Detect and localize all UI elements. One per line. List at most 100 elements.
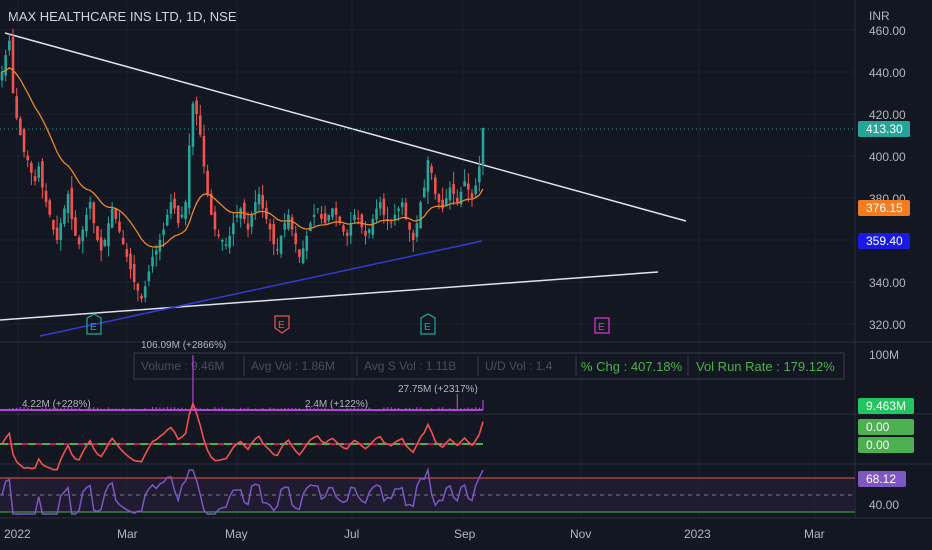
earnings-marker-1[interactable]: E — [86, 313, 102, 335]
candle-body — [37, 166, 41, 178]
candle-body — [382, 198, 386, 215]
candle-body — [305, 235, 309, 251]
time-label: Nov — [570, 527, 591, 541]
candle-body — [452, 184, 455, 194]
candle-body — [250, 214, 253, 227]
candle-body — [393, 214, 397, 221]
candle-body — [309, 223, 312, 232]
candle-body — [386, 219, 389, 221]
candle-body — [371, 219, 375, 235]
candle-body — [356, 217, 360, 219]
candle-body — [81, 229, 85, 242]
candle-body — [173, 198, 176, 209]
candle-body — [426, 160, 430, 192]
volume-annotation: 106.09M (+2866%) — [141, 340, 226, 351]
candle-body — [287, 214, 290, 229]
volume-stat: U/D Vol : 1.4 — [485, 359, 553, 373]
candle-body — [272, 224, 276, 245]
candle-body — [184, 202, 187, 219]
candle-body — [290, 217, 294, 230]
candle-body — [257, 193, 261, 205]
price-tick: 320.00 — [869, 318, 906, 332]
candle-body — [301, 248, 305, 264]
candle-body — [331, 208, 334, 217]
candle-body — [265, 208, 268, 219]
moving-average-line — [1, 67, 484, 248]
time-label: May — [225, 527, 248, 541]
candle-body — [195, 100, 198, 114]
candle-body — [279, 235, 283, 254]
candle-body — [206, 170, 209, 194]
candle-body — [312, 214, 316, 217]
candle-body — [334, 208, 338, 215]
candle-body — [8, 40, 11, 51]
earnings-marker-3[interactable]: E — [420, 313, 436, 335]
trendlines[interactable] — [0, 32, 687, 321]
osc-badge: 0.00 — [866, 420, 890, 434]
candle-body — [30, 162, 33, 173]
time-label: Jul — [344, 527, 359, 541]
candle-body — [15, 96, 18, 119]
price-tick: 340.00 — [869, 276, 906, 290]
currency-label: INR — [869, 9, 890, 23]
candle-body — [463, 181, 466, 187]
volume-stat: Avg S Vol : 1.11B — [364, 359, 456, 373]
time-label: 2023 — [684, 527, 711, 541]
ascending-trendline — [0, 271, 659, 321]
candle-body — [411, 232, 415, 240]
price-tick: 440.00 — [869, 66, 906, 80]
candle-body — [147, 271, 151, 282]
price-tick: 420.00 — [869, 108, 906, 122]
candle-body — [448, 187, 452, 201]
chart-title: MAX HEALTHCARE INS LTD, 1D, NSE — [8, 9, 237, 24]
vol-run-rate: Vol Run Rate : 179.12% — [696, 359, 835, 374]
earnings-marker-2[interactable]: E — [274, 315, 290, 334]
candle-body — [59, 223, 63, 241]
time-label: Mar — [804, 527, 825, 541]
candle-body — [327, 214, 331, 221]
candle-body — [419, 202, 422, 229]
earnings-marker-4[interactable]: E — [594, 317, 610, 334]
volume-stats-box: Volume : 9.46M Avg Vol : 1.86M Avg S Vol… — [133, 352, 845, 380]
candle-body — [404, 202, 408, 219]
candle-body — [254, 202, 257, 213]
candle-body — [52, 219, 55, 230]
osc-badges: 0.00 0.00 — [858, 419, 914, 453]
candle-body — [191, 103, 195, 147]
osc-badge: 0.00 — [866, 438, 890, 452]
volume-axis-label: 100M — [869, 348, 899, 362]
candle-body — [375, 208, 378, 220]
candle-body — [11, 36, 15, 93]
candle-body — [169, 202, 173, 215]
candle-body — [143, 286, 147, 298]
volume-stat: Volume : 9.46M — [141, 359, 224, 373]
candle-body — [232, 223, 235, 235]
candle-body — [99, 237, 103, 251]
candle-body — [180, 214, 184, 218]
rsi-badge: 68.12 — [858, 471, 906, 487]
candle-body — [316, 208, 320, 210]
candle-body — [92, 202, 96, 224]
candle-body — [268, 223, 272, 230]
svg-text:E: E — [278, 320, 285, 331]
candle-body — [136, 283, 140, 291]
candle-body — [397, 208, 400, 212]
volume-stat: Avg Vol : 1.86M — [251, 359, 335, 373]
volume-annotation: 2.4M (+122%) — [305, 399, 368, 410]
candle-body — [478, 166, 481, 183]
svg-text:E: E — [424, 322, 431, 333]
pct-change: % Chg : 407.18% — [581, 359, 683, 374]
price-axis: 460.00 440.00 420.00 400.00 380.00 340.0… — [869, 24, 906, 332]
candle-body — [408, 222, 411, 230]
candle-body — [433, 177, 437, 194]
candle-body — [85, 214, 88, 232]
candle-body — [48, 200, 52, 215]
candle-body — [118, 221, 121, 232]
volume-badge: 9.463M — [858, 398, 914, 414]
svg-text:413.30: 413.30 — [866, 122, 903, 136]
candle-body — [367, 229, 371, 233]
ma-badge: 376.15 — [858, 200, 910, 216]
candle-body — [283, 223, 287, 230]
candle-body — [187, 145, 191, 209]
